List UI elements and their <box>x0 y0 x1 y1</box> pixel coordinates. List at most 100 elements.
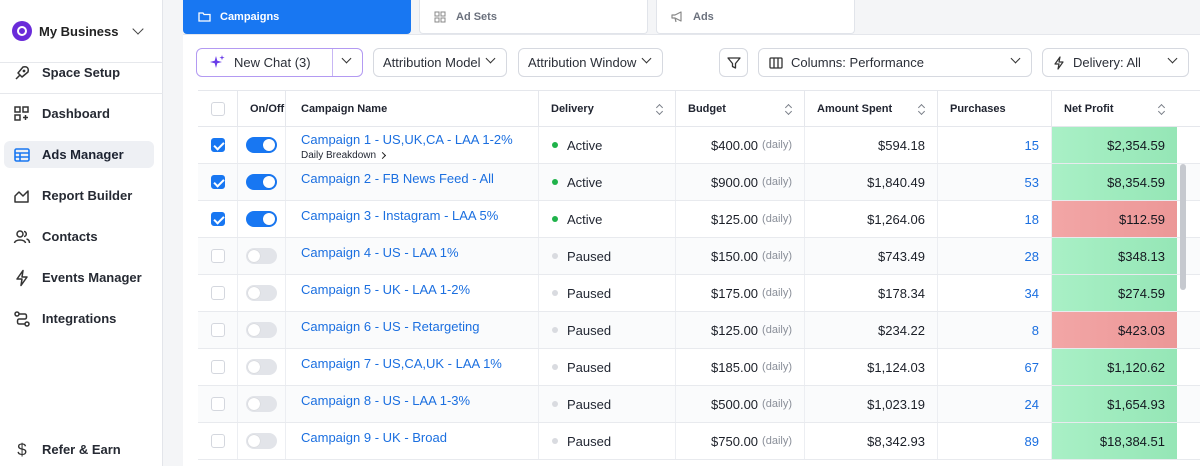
campaign-toggle[interactable] <box>246 211 277 227</box>
campaign-name-link[interactable]: Campaign 1 - US,UK,CA - LAA 1-2% <box>301 132 513 147</box>
attribution-model-select[interactable]: Attribution Model <box>373 48 507 77</box>
campaign-toggle[interactable] <box>246 433 277 449</box>
sidebar-item-contacts[interactable]: Contacts <box>4 223 154 250</box>
sort-icon[interactable] <box>918 104 925 114</box>
space-setup-label: Space Setup <box>42 65 121 80</box>
campaign-toggle[interactable] <box>246 396 277 412</box>
campaign-toggle[interactable] <box>246 248 277 264</box>
row-checkbox[interactable] <box>210 138 225 152</box>
amount-spent-cell: $1,023.19 <box>805 386 938 422</box>
table-row[interactable]: Campaign 8 - US - LAA 1-3% Paused $500.00(… <box>198 386 1200 423</box>
purchases-value[interactable]: 18 <box>1024 211 1039 227</box>
purchases-value[interactable]: 28 <box>1024 248 1039 264</box>
tab-ad-sets[interactable]: Ad Sets <box>419 0 648 34</box>
table-row[interactable]: Campaign 1 - US,UK,CA - LAA 1-2% Daily Br… <box>198 127 1200 164</box>
sidebar-item-integrations[interactable]: Integrations <box>4 305 154 332</box>
chevron-down-icon <box>1167 53 1178 64</box>
header-budget[interactable]: Budget <box>676 91 805 127</box>
status-dot-icon <box>552 216 558 222</box>
table-row[interactable]: Campaign 6 - US - Retargeting Paused $125.… <box>198 312 1200 349</box>
campaign-toggle[interactable] <box>246 322 277 338</box>
table-row[interactable]: Campaign 4 - US - LAA 1% Paused $150.00 (da… <box>198 238 1200 275</box>
lightning-icon <box>1053 55 1065 70</box>
campaign-toggle[interactable] <box>246 174 277 190</box>
header-net-profit[interactable]: Net Profit <box>1052 91 1177 127</box>
delivery-cell: Paused <box>539 275 676 311</box>
divider <box>0 93 163 94</box>
sort-icon[interactable] <box>1158 104 1165 114</box>
table-row[interactable]: Campaign 9 - UK - Broad Paused $750.00 (dai… <box>198 423 1200 460</box>
campaign-name-link[interactable]: Campaign 7 - US,CA,UK - LAA 1% <box>301 356 502 371</box>
vertical-scrollbar[interactable] <box>1180 164 1186 290</box>
sidebar-item-events-manager[interactable]: Events Manager <box>4 264 154 291</box>
header-purchases[interactable]: Purchases <box>938 91 1052 127</box>
sidebar-item-label: Events Manager <box>42 270 142 285</box>
amount-spent-value: $1,023.19 <box>867 396 925 412</box>
campaign-name-link[interactable]: Campaign 5 - UK - LAA 1-2% <box>301 282 471 297</box>
purchases-value[interactable]: 53 <box>1024 174 1039 190</box>
daily-breakdown-link[interactable]: Daily Breakdown <box>301 150 513 161</box>
purchases-value[interactable]: 67 <box>1024 359 1039 375</box>
delivery-status: Active <box>567 211 603 227</box>
integrations-icon <box>12 309 32 329</box>
purchases-cell: 8 <box>938 312 1052 348</box>
select-all-checkbox[interactable] <box>210 102 225 116</box>
purchases-value[interactable]: 8 <box>1031 322 1039 338</box>
rocket-icon <box>12 63 32 83</box>
chevron-down-icon[interactable] <box>341 53 352 64</box>
filter-button[interactable] <box>719 48 748 77</box>
campaign-name-link[interactable]: Campaign 9 - UK - Broad <box>301 430 447 445</box>
delivery-cell: Active <box>539 164 676 200</box>
campaign-name-link[interactable]: Campaign 4 - US - LAA 1% <box>301 245 459 260</box>
table-row[interactable]: Campaign 3 - Instagram - LAA 5% Active $12… <box>198 201 1200 238</box>
row-checkbox[interactable] <box>210 434 225 448</box>
purchases-value[interactable]: 15 <box>1024 137 1039 153</box>
header-delivery[interactable]: Delivery <box>539 91 676 127</box>
delivery-filter-label: Delivery: All <box>1073 55 1141 70</box>
header-label: Purchases <box>950 103 1006 115</box>
row-checkbox[interactable] <box>210 360 225 374</box>
table-row[interactable]: Campaign 2 - FB News Feed - All Active $90… <box>198 164 1200 201</box>
row-checkbox[interactable] <box>210 397 225 411</box>
purchases-value[interactable]: 89 <box>1024 433 1039 449</box>
row-checkbox[interactable] <box>210 286 225 300</box>
header-campaign-name[interactable]: Campaign Name <box>286 91 539 127</box>
row-checkbox[interactable] <box>210 212 225 226</box>
sidebar-item-ads-manager[interactable]: Ads Manager <box>4 141 154 168</box>
delivery-filter-select[interactable]: Delivery: All <box>1042 48 1189 77</box>
sort-icon[interactable] <box>785 104 792 114</box>
tab-campaigns[interactable]: Campaigns <box>183 0 411 34</box>
campaign-name-link[interactable]: Campaign 6 - US - Retargeting <box>301 319 480 334</box>
purchases-value[interactable]: 34 <box>1024 285 1039 301</box>
row-checkbox[interactable] <box>210 175 225 189</box>
delivery-cell: Active <box>539 201 676 237</box>
row-checkbox[interactable] <box>210 323 225 337</box>
row-checkbox[interactable] <box>210 249 225 263</box>
budget-period: (daily) <box>762 287 792 299</box>
table-row[interactable]: Campaign 7 - US,CA,UK - LAA 1% Paused $185… <box>198 349 1200 386</box>
campaign-name-link[interactable]: Campaign 8 - US - LAA 1-3% <box>301 393 471 408</box>
campaign-toggle[interactable] <box>246 359 277 375</box>
campaign-toggle[interactable] <box>246 285 277 301</box>
campaign-name-link[interactable]: Campaign 2 - FB News Feed - All <box>301 171 494 186</box>
campaign-name-link[interactable]: Campaign 3 - Instagram - LAA 5% <box>301 208 499 223</box>
delivery-status: Paused <box>567 322 612 338</box>
sort-icon[interactable] <box>656 104 663 114</box>
attribution-window-select[interactable]: Attribution Window <box>518 48 663 77</box>
table-row[interactable]: Campaign 5 - UK - LAA 1-2% Paused $175.00(… <box>198 275 1200 312</box>
budget-period: (daily) <box>762 250 792 262</box>
header-amount-spent[interactable]: Amount Spent <box>805 91 938 127</box>
refer-earn[interactable]: $ Refer & Earn <box>4 436 154 463</box>
new-chat-button[interactable]: New Chat (3) <box>196 48 363 77</box>
header-onoff: On/Off <box>238 91 286 127</box>
columns-select[interactable]: Columns: Performance <box>758 48 1032 77</box>
campaign-toggle[interactable] <box>246 137 277 153</box>
purchases-cell: 67 <box>938 349 1052 385</box>
sidebar-item-dashboard[interactable]: Dashboard <box>4 100 154 127</box>
purchases-value[interactable]: 24 <box>1024 396 1039 412</box>
sidebar-item-report-builder[interactable]: Report Builder <box>4 182 154 209</box>
business-switcher[interactable]: My Business <box>0 0 162 63</box>
tab-ads[interactable]: Ads <box>656 0 855 34</box>
space-setup[interactable]: Space Setup <box>4 59 154 86</box>
budget-value: $125.00 <box>711 211 759 227</box>
